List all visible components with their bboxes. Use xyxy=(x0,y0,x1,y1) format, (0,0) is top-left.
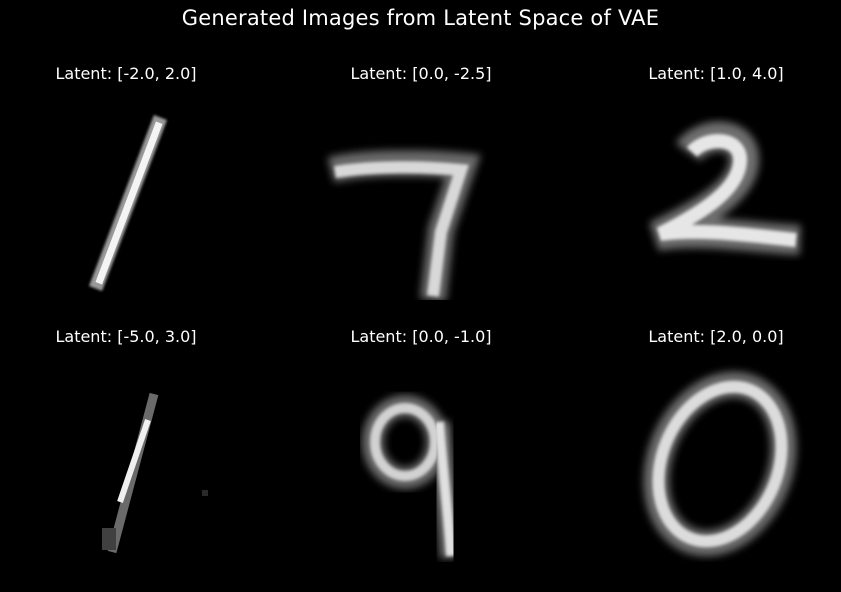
generated-image-4 xyxy=(6,362,246,562)
panel-title-2: Latent: [0.0, -2.5] xyxy=(350,64,492,83)
digit-nine-image xyxy=(362,395,462,559)
figure-title: Generated Images from Latent Space of VA… xyxy=(181,6,660,30)
digit-two-image xyxy=(649,121,801,255)
generated-image-5 xyxy=(301,362,541,562)
digit-zero-image xyxy=(643,371,797,557)
digit-seven-image xyxy=(327,150,481,300)
digit-one-faint-image xyxy=(102,392,208,554)
generated-image-2 xyxy=(301,100,541,300)
digit-one-image xyxy=(88,114,168,292)
panel-title-6: Latent: [2.0, 0.0] xyxy=(648,327,784,346)
panel-title-5: Latent: [0.0, -1.0] xyxy=(350,327,492,346)
generated-image-1 xyxy=(6,100,246,300)
panel-title-3: Latent: [1.0, 4.0] xyxy=(648,64,784,83)
generated-image-6 xyxy=(596,362,836,562)
panel-title-1: Latent: [-2.0, 2.0] xyxy=(55,64,197,83)
generated-image-3 xyxy=(596,100,836,300)
panel-title-4: Latent: [-5.0, 3.0] xyxy=(55,327,197,346)
